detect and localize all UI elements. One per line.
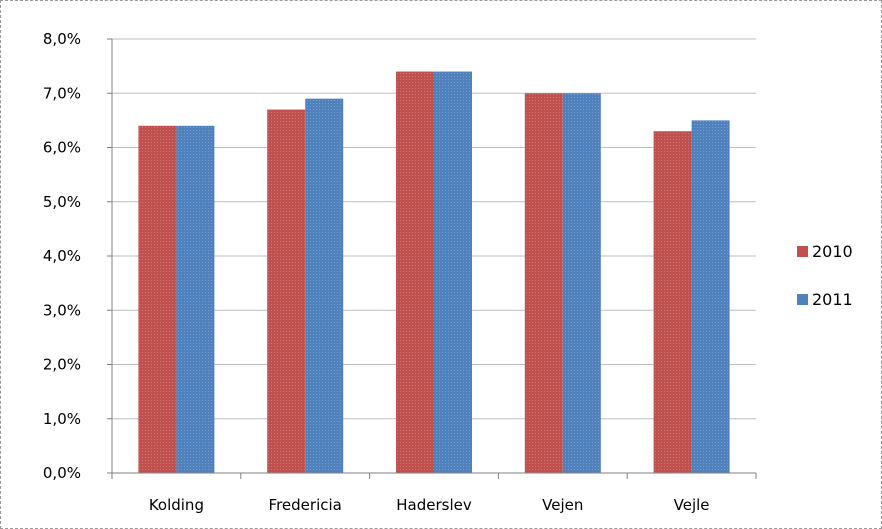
legend-swatch-2010: [797, 246, 808, 257]
bar-texture: [396, 71, 434, 474]
bar-texture: [434, 71, 472, 474]
bar-texture: [691, 120, 730, 473]
legend-label-2011: 2011: [812, 290, 853, 309]
bars: [138, 71, 730, 474]
axes: [107, 38, 757, 479]
y-tick-label: 6,0%: [43, 139, 81, 157]
y-tick-label: 8,0%: [43, 30, 81, 48]
legend-label-2010: 2010: [812, 242, 853, 261]
bar-texture: [305, 98, 344, 474]
x-axis-category-labels: Kolding Fredericia Haderslev Vejen Vejle: [149, 496, 710, 514]
y-tick-label: 1,0%: [43, 410, 81, 428]
x-category-label: Haderslev: [396, 496, 472, 514]
y-tick-label: 4,0%: [43, 247, 81, 265]
y-tick-label: 5,0%: [43, 193, 81, 211]
y-axis-tick-labels: 0,0% 1,0% 2,0% 3,0% 4,0% 5,0% 6,0% 7,0% 8,0%: [43, 30, 81, 482]
bar-texture: [176, 125, 215, 474]
bar-texture: [138, 125, 177, 474]
x-category-label: Kolding: [149, 496, 204, 514]
legend-swatch-2011: [797, 294, 808, 305]
bar-texture: [267, 109, 306, 474]
bar-texture: [524, 93, 563, 473]
y-tick-label: 3,0%: [43, 301, 81, 319]
x-category-label: Vejle: [674, 496, 710, 514]
x-category-label: Vejen: [542, 496, 583, 514]
y-tick-label: 0,0%: [43, 464, 81, 482]
y-tick-label: 2,0%: [43, 356, 81, 374]
bar-texture: [653, 131, 692, 473]
bar-texture: [562, 93, 601, 473]
x-category-label: Fredericia: [269, 496, 342, 514]
y-tick-label: 7,0%: [43, 84, 81, 102]
legend: 2010 2011: [797, 242, 853, 309]
